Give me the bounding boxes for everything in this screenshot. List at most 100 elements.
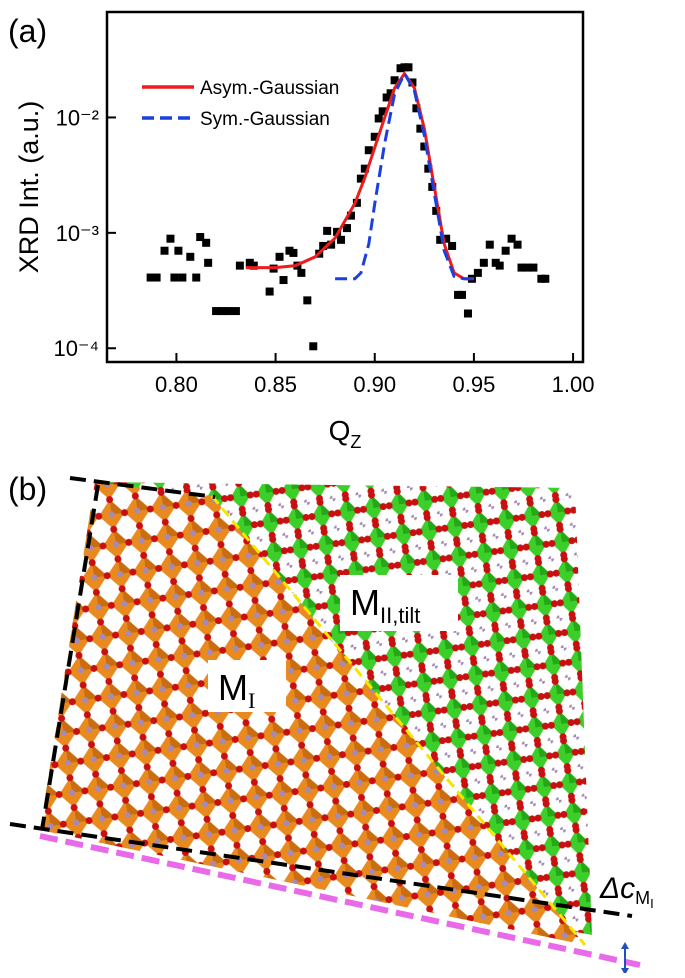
data-point [218,307,227,316]
dashed-line [39,833,641,968]
data-point [404,63,413,72]
data-point [303,296,312,305]
data-point [432,206,441,215]
data-point [275,252,284,261]
data-point [160,246,169,255]
structure-b: MI MII,tilt ΔcMI [9,476,654,975]
region-label-sub: II,tilt [380,603,420,628]
panel-label: (a) [8,13,47,49]
data-point [442,234,451,243]
x-tick-label: 0.95 [453,372,496,397]
data-point [170,273,179,282]
data-point [448,241,457,250]
y-axis-label: XRD Int. (a.u.) [14,101,44,274]
data-line [335,70,474,281]
orange-region [40,482,585,945]
data-point [297,268,306,277]
offset-label: ΔcMI [599,872,654,911]
x-tick-label: 0.85 [254,372,297,397]
offset-label-main: Δc [599,872,635,905]
region-label: MII,tilt [350,582,420,628]
y-tick-label: 10⁻⁴ [53,336,99,361]
dashed-line [40,484,100,831]
data-point [458,290,467,299]
data-point [231,307,240,316]
plot-frame [105,10,585,364]
data-point [323,226,332,235]
plot-a: 0.80 0.85 0.90 0.95 1.00 10⁻⁴ 10⁻³ 10⁻² Asym.-Ga… [53,10,595,397]
data-point [146,273,155,282]
data-point [529,263,538,272]
region-label-main: M [350,582,380,623]
data-point [479,258,488,267]
data-point [152,273,161,282]
data-point [507,234,516,243]
data-point [378,107,387,116]
data-point [541,274,550,283]
x-tick-label: 1.00 [552,372,595,397]
offset-label-subsub: I [650,896,654,911]
data-point [279,276,288,285]
data-point [364,146,373,155]
data-point [360,164,369,173]
data-point [495,261,504,270]
data-point [408,78,417,87]
data-point [202,238,211,247]
data-point [473,268,482,277]
region-label-main: M [218,667,248,708]
arrow-head [621,968,629,975]
data-point [309,342,318,351]
data-point [501,246,510,255]
data-point [178,273,187,282]
boundary-line [210,495,587,946]
data-point [382,93,391,102]
data-point [166,234,175,243]
legend-label: Asym.-Gaussian [200,78,339,99]
data-point [223,307,232,316]
data-point [386,89,395,98]
data-point [319,241,328,250]
arrow-head [621,942,629,949]
data-point [249,261,258,270]
data-point [204,258,213,267]
data-line [245,70,474,281]
dashed-line [69,476,216,499]
label-box [340,575,458,631]
y-tick-label: 10⁻³ [56,221,99,246]
data-point [356,174,365,183]
dashed-line [9,822,633,918]
x-axis-label-sub: Z [350,432,361,452]
data-point [346,211,355,220]
data-point [235,261,244,270]
offset-label-sub: M [635,888,650,908]
data-point [513,240,522,249]
data-point [212,307,221,316]
data-point [186,252,195,261]
data-point [374,114,383,123]
data-point [390,76,399,85]
x-axis-label: QZ [329,415,362,452]
data-point [370,132,379,141]
x-axis-label-main: Q [329,415,351,446]
legend-label: Sym.-Gaussian [200,109,330,130]
data-point [420,142,429,151]
data-point [289,248,298,257]
data-point [327,240,336,249]
x-tick-label: 0.80 [155,372,198,397]
data-point [174,246,183,255]
region-label-sub: I [248,688,255,713]
data-point [517,263,526,272]
data-point [412,104,421,113]
data-point [337,235,346,244]
data-point [342,224,351,233]
label-box [208,660,286,712]
data-point [352,198,361,207]
data-point [463,309,472,318]
data-point [196,233,205,242]
data-point [416,124,425,133]
data-point [265,287,274,296]
data-point [485,240,494,249]
data-point [424,164,433,173]
data-point [192,273,201,282]
